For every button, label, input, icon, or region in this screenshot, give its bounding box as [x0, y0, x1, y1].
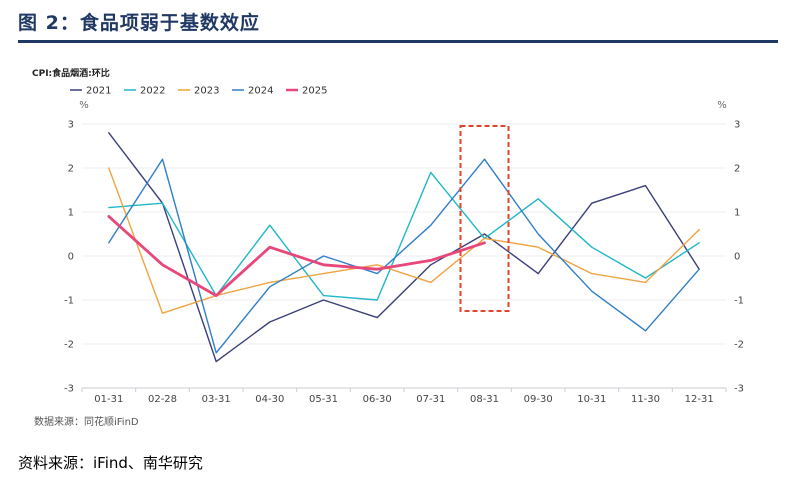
legend-label-2025: 2025	[302, 86, 327, 97]
x-tick-label: 10-31	[577, 394, 606, 405]
x-tick-label: 06-30	[363, 394, 392, 405]
y-tick-label-left: 0	[68, 252, 74, 263]
y-ticks-left: 3 2 1 0 -1 -2 -3	[64, 120, 74, 395]
y-tick-label-right: 3	[734, 120, 740, 131]
figure-title: 图 2：食品项弱于基数效应	[18, 12, 260, 34]
title-rule	[18, 40, 778, 43]
series-line-2024	[108, 158, 700, 354]
x-tick-label: 11-30	[631, 394, 660, 405]
series-line-2023	[108, 167, 700, 314]
grid	[82, 123, 726, 389]
x-tick-label: 04-30	[255, 394, 284, 405]
legend-label-2022: 2022	[140, 86, 165, 97]
series-lines	[107, 132, 700, 363]
series-line-2025	[107, 214, 486, 298]
y-tick-label-right: -2	[734, 340, 744, 351]
x-tick-label: 01-31	[94, 394, 123, 405]
series-line-2022	[108, 171, 700, 301]
outer-source-note: 资料来源：iFind、南华研究	[18, 454, 203, 472]
y-tick-label-right: 0	[734, 252, 740, 263]
y-tick-label-right: 1	[734, 208, 740, 219]
y-tick-label-left: 2	[68, 164, 74, 175]
legend-label-2021: 2021	[86, 86, 111, 97]
x-ticks: 01-31 02-28 03-31 04-30 05-31 06-30 07-31 08-31…	[81, 388, 727, 405]
x-tick-label: 12-31	[685, 394, 714, 405]
legend-label-2023: 2023	[194, 86, 219, 97]
y-tick-label-right: -1	[734, 296, 744, 307]
x-tick-label: 02-28	[148, 394, 177, 405]
y-ticks-right: 3 2 1 0 -1 -2 -3	[734, 120, 744, 395]
series-line-2021	[108, 132, 700, 363]
x-tick-label: 09-30	[524, 394, 553, 405]
y-unit-right: %	[717, 100, 727, 111]
x-tick-label: 07-31	[416, 394, 445, 405]
y-tick-label-right: 2	[734, 164, 740, 175]
x-tick-label: 03-31	[202, 394, 231, 405]
legend-label-2024: 2024	[248, 86, 273, 97]
x-tick-label: 05-31	[309, 394, 338, 405]
chart-title: CPI:食品烟酒:环比	[32, 67, 110, 79]
inner-source-note: 数据来源：同花顺iFinD	[34, 417, 139, 428]
y-tick-label-left: 3	[68, 120, 74, 131]
y-tick-label-left: -3	[64, 384, 74, 395]
x-tick-label: 08-31	[470, 394, 499, 405]
legend: 2021 2022 2023 2024 2025	[70, 86, 327, 97]
line-chart: CPI:食品烟酒:环比 2021 2022 2023 2024 2025 % % 3 2 1…	[32, 67, 744, 405]
y-tick-label-left: -1	[64, 296, 74, 307]
highlight-box	[459, 125, 510, 312]
y-tick-label-right: -3	[734, 384, 744, 395]
y-tick-label-left: 1	[68, 208, 74, 219]
y-tick-label-left: -2	[64, 340, 74, 351]
y-unit-left: %	[79, 100, 89, 111]
